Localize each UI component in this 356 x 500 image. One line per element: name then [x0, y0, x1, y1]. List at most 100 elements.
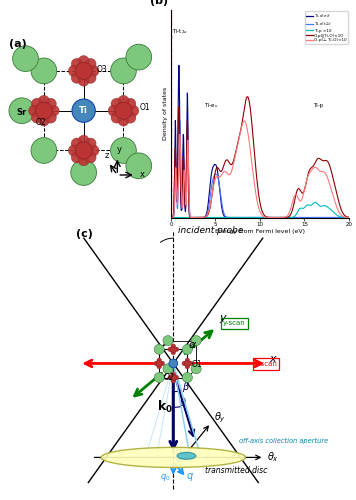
Circle shape — [9, 98, 35, 124]
Circle shape — [115, 102, 132, 120]
Text: α: α — [189, 340, 197, 350]
Circle shape — [169, 359, 178, 368]
Circle shape — [126, 153, 152, 178]
Text: $\theta_x$: $\theta_x$ — [267, 450, 279, 464]
Circle shape — [31, 58, 57, 84]
Circle shape — [12, 46, 38, 72]
Ellipse shape — [101, 448, 246, 468]
Text: O2: O2 — [163, 372, 174, 382]
Bar — [253, 358, 279, 370]
Circle shape — [182, 344, 192, 354]
Circle shape — [171, 378, 176, 383]
Circle shape — [191, 336, 201, 345]
Circle shape — [78, 155, 89, 166]
Text: Ti-p: Ti-p — [313, 103, 323, 108]
Circle shape — [75, 142, 92, 159]
Text: x: x — [140, 170, 145, 179]
Circle shape — [171, 344, 176, 348]
Circle shape — [191, 364, 201, 374]
Circle shape — [78, 135, 89, 146]
Circle shape — [163, 336, 173, 345]
Circle shape — [88, 66, 99, 76]
Circle shape — [171, 350, 176, 355]
Y-axis label: Density of states: Density of states — [163, 87, 168, 141]
Circle shape — [38, 96, 49, 106]
Circle shape — [68, 145, 79, 156]
Circle shape — [182, 361, 187, 366]
Circle shape — [174, 347, 179, 352]
Circle shape — [156, 360, 162, 366]
Circle shape — [168, 347, 173, 352]
Text: (a): (a) — [9, 38, 26, 48]
Circle shape — [78, 56, 89, 66]
Circle shape — [71, 58, 82, 70]
Circle shape — [71, 160, 96, 186]
Text: (b): (b) — [150, 0, 168, 6]
Circle shape — [118, 115, 129, 126]
Text: y: y — [220, 312, 226, 322]
Circle shape — [45, 98, 56, 110]
Text: z: z — [105, 152, 109, 160]
Text: O3: O3 — [96, 65, 107, 74]
Circle shape — [171, 372, 176, 377]
Text: (c): (c) — [76, 229, 93, 239]
Circle shape — [78, 75, 89, 86]
Text: Ti-e$_u$: Ti-e$_u$ — [204, 101, 218, 110]
Circle shape — [125, 112, 136, 123]
Circle shape — [154, 372, 164, 382]
Circle shape — [31, 98, 42, 110]
Circle shape — [185, 358, 190, 362]
Circle shape — [128, 105, 139, 116]
Circle shape — [48, 105, 59, 116]
Circle shape — [126, 44, 152, 70]
Circle shape — [108, 105, 119, 116]
Circle shape — [188, 361, 193, 366]
Text: y: y — [116, 144, 121, 154]
Circle shape — [154, 361, 158, 366]
Text: Ti-t$_{2u}$: Ti-t$_{2u}$ — [172, 26, 188, 36]
Text: off-axis collection aperture: off-axis collection aperture — [239, 438, 328, 444]
Text: β: β — [182, 382, 188, 392]
Text: $\mathbf{k_0}$: $\mathbf{k_0}$ — [157, 398, 173, 414]
Circle shape — [170, 374, 177, 380]
Circle shape — [185, 364, 190, 369]
Text: θ: θ — [180, 398, 186, 407]
Circle shape — [28, 105, 40, 116]
Circle shape — [71, 72, 82, 84]
Circle shape — [85, 152, 96, 163]
Circle shape — [31, 112, 42, 123]
Circle shape — [85, 58, 96, 70]
Circle shape — [182, 372, 192, 382]
Circle shape — [85, 138, 96, 149]
Circle shape — [125, 98, 136, 110]
Circle shape — [157, 364, 162, 369]
Text: $q_0$: $q_0$ — [160, 472, 171, 484]
Circle shape — [75, 62, 92, 80]
Circle shape — [72, 99, 95, 122]
Circle shape — [118, 96, 129, 106]
Circle shape — [111, 98, 122, 110]
Circle shape — [157, 358, 162, 362]
Text: transmitted disc: transmitted disc — [205, 466, 267, 475]
Circle shape — [88, 145, 99, 156]
Circle shape — [71, 138, 82, 149]
Circle shape — [68, 66, 79, 76]
Circle shape — [184, 360, 190, 366]
Circle shape — [111, 58, 136, 84]
Legend: Ti-d(e$_u$), Ti-d(t$_{2u}$), Ti-p ×10, O-p(∥Ti-O)×10, O-p(⊥ Ti-O)×10: Ti-d(e$_u$), Ti-d(t$_{2u}$), Ti-p ×10, O… — [305, 11, 347, 44]
Circle shape — [35, 102, 52, 120]
Circle shape — [85, 72, 96, 84]
Text: O1: O1 — [192, 360, 203, 369]
Text: O2: O2 — [36, 118, 46, 128]
Circle shape — [38, 115, 49, 126]
Circle shape — [160, 361, 165, 366]
Circle shape — [31, 138, 57, 164]
X-axis label: Energy from Fermi level (eV): Energy from Fermi level (eV) — [215, 230, 305, 234]
Circle shape — [71, 152, 82, 163]
Text: y-scan: y-scan — [223, 320, 246, 326]
Text: incident probe: incident probe — [178, 226, 244, 235]
Bar — [221, 318, 248, 329]
Circle shape — [111, 112, 122, 123]
Circle shape — [154, 344, 164, 354]
Circle shape — [163, 364, 173, 374]
